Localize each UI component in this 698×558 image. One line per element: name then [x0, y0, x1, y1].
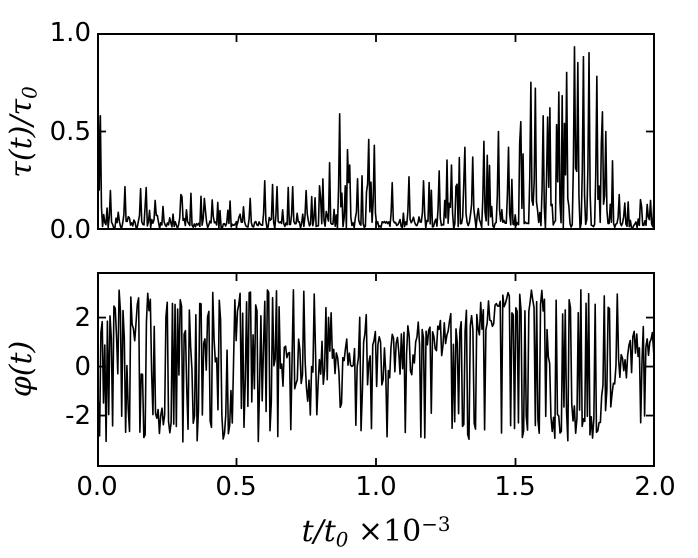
xlabel-exponent: −3 [421, 513, 451, 536]
xtick-0.0: 0.0 [76, 472, 118, 502]
ylabel-bottom-text: φ(t) [4, 340, 39, 398]
ylabel-top-subscript: 0 [18, 86, 42, 99]
ytick-bottom--2: -2 [65, 401, 91, 431]
bottom-plot-panel [97, 272, 655, 467]
xlabel-subscript: 0 [335, 528, 349, 552]
xlabel-variable: t/t [301, 513, 336, 549]
ytick-top-0.5: 0.5 [49, 117, 91, 147]
xtick-0.5: 0.5 [215, 472, 257, 502]
ytick-bottom-0: 0 [74, 352, 91, 382]
ytick-bottom-2: 2 [74, 303, 91, 333]
ytick-top-0.0: 0.0 [49, 215, 91, 245]
top-plot-panel [97, 33, 655, 230]
xtick-1.5: 1.5 [494, 472, 536, 502]
y-axis-label-top: τ(t)/τ0 [3, 32, 42, 232]
ytick-top-1.0: 1.0 [49, 18, 91, 48]
x-axis-label: t/t0 ×10−3 [97, 503, 655, 551]
y-axis-label-bottom: φ(t) [3, 269, 41, 469]
ylabel-top-main: τ(t)/τ [4, 98, 39, 178]
xtick-2.0: 2.0 [634, 472, 676, 502]
xtick-1.0: 1.0 [355, 472, 397, 502]
xlabel-multiplier: ×10 [348, 513, 422, 549]
